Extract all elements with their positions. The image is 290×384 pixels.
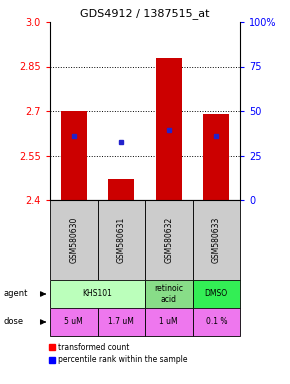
Bar: [193, 280, 240, 308]
Text: GSM580633: GSM580633: [212, 217, 221, 263]
Text: transformed count: transformed count: [58, 343, 129, 351]
Bar: [61, 111, 87, 200]
Bar: [50, 308, 97, 336]
Bar: [193, 200, 240, 280]
Bar: [50, 200, 97, 280]
Text: GSM580632: GSM580632: [164, 217, 173, 263]
Bar: [108, 179, 134, 200]
Text: 5 uM: 5 uM: [64, 318, 83, 326]
Text: percentile rank within the sample: percentile rank within the sample: [58, 356, 188, 364]
Bar: [50, 280, 145, 308]
Text: KHS101: KHS101: [83, 290, 113, 298]
Text: GSM580630: GSM580630: [69, 217, 78, 263]
Text: dose: dose: [3, 318, 23, 326]
Bar: [145, 308, 193, 336]
Text: retinoic
acid: retinoic acid: [154, 284, 183, 304]
Text: 1 uM: 1 uM: [160, 318, 178, 326]
Text: DMSO: DMSO: [205, 290, 228, 298]
Bar: [156, 58, 182, 200]
Text: GSM580631: GSM580631: [117, 217, 126, 263]
Bar: [203, 114, 229, 200]
Text: agent: agent: [3, 290, 27, 298]
Bar: [145, 200, 193, 280]
Title: GDS4912 / 1387515_at: GDS4912 / 1387515_at: [80, 8, 210, 19]
Text: 1.7 uM: 1.7 uM: [108, 318, 134, 326]
Bar: [145, 280, 193, 308]
Bar: [97, 200, 145, 280]
Text: 0.1 %: 0.1 %: [206, 318, 227, 326]
Bar: [193, 308, 240, 336]
Bar: [97, 308, 145, 336]
